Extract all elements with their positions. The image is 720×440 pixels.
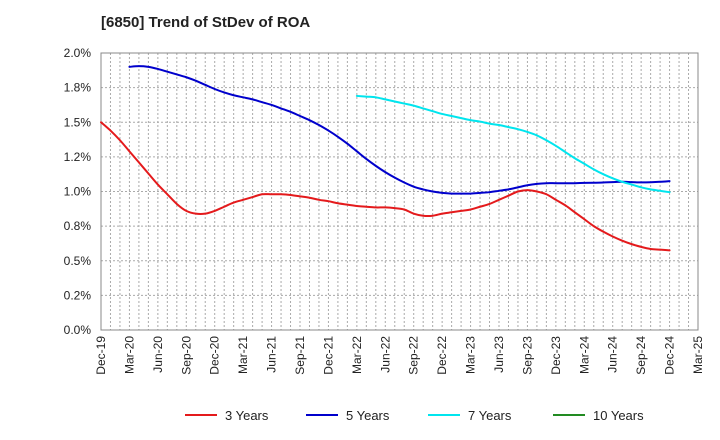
legend-label: 10 Years bbox=[593, 408, 644, 423]
x-tick-label: Sep-24 bbox=[634, 336, 648, 375]
x-tick-label: Mar-23 bbox=[464, 336, 478, 374]
x-tick-label: Jun-20 bbox=[151, 336, 165, 373]
x-tick-label: Sep-22 bbox=[407, 336, 421, 375]
legend: 3 Years 5 Years 7 Years 10 Years bbox=[185, 408, 644, 423]
x-tick-label: Mar-21 bbox=[236, 336, 250, 374]
y-tick-label: 0.2% bbox=[64, 288, 92, 302]
y-tick-labels: 0.0% 0.2% 0.5% 0.8% 1.0% 1.2% 1.5% 1.8% 2.0% bbox=[64, 46, 92, 337]
x-tick-label: Mar-20 bbox=[122, 336, 136, 374]
y-tick-label: 1.8% bbox=[64, 81, 92, 95]
x-tick-label: Mar-22 bbox=[350, 336, 364, 374]
x-tick-label: Mar-25 bbox=[691, 336, 705, 374]
x-tick-label: Jun-24 bbox=[606, 336, 620, 373]
legend-label: 5 Years bbox=[346, 408, 390, 423]
y-tick-label: 1.2% bbox=[64, 150, 92, 164]
series-lines bbox=[100, 65, 671, 252]
legend-label: 7 Years bbox=[468, 408, 512, 423]
x-tick-label: Jun-23 bbox=[492, 336, 506, 373]
x-tick-label: Dec-21 bbox=[321, 336, 335, 375]
x-tick-labels: Dec-19 Mar-20 Jun-20 Sep-20 Dec-20 Mar-21 Jun-… bbox=[94, 336, 705, 375]
series-line-0 bbox=[100, 121, 671, 252]
x-tick-label: Jun-22 bbox=[378, 336, 392, 373]
x-tick-label: Dec-20 bbox=[208, 336, 222, 375]
y-tick-label: 2.0% bbox=[64, 46, 92, 60]
series-line-2 bbox=[355, 94, 671, 194]
x-tick-label: Sep-23 bbox=[520, 336, 534, 375]
legend-label: 3 Years bbox=[225, 408, 269, 423]
series-line-1 bbox=[128, 65, 671, 195]
y-tick-label: 0.0% bbox=[64, 323, 92, 337]
chart-title: [6850] Trend of StDev of ROA bbox=[101, 14, 311, 31]
x-tick-label: Dec-19 bbox=[94, 336, 108, 375]
x-tick-label: Mar-24 bbox=[577, 336, 591, 374]
plot-frame bbox=[100, 52, 699, 331]
y-tick-label: 0.8% bbox=[64, 219, 92, 233]
axes bbox=[100, 52, 699, 331]
x-tick-label: Jun-21 bbox=[265, 336, 279, 373]
x-tick-label: Dec-23 bbox=[549, 336, 563, 375]
y-tick-label: 1.0% bbox=[64, 185, 92, 199]
x-tick-label: Sep-21 bbox=[293, 336, 307, 375]
gridlines bbox=[100, 52, 699, 331]
x-tick-label: Dec-24 bbox=[663, 336, 677, 375]
y-tick-label: 0.5% bbox=[64, 254, 92, 268]
y-tick-label: 1.5% bbox=[64, 115, 92, 129]
x-tick-label: Sep-20 bbox=[179, 336, 193, 375]
x-tick-label: Dec-22 bbox=[435, 336, 449, 375]
